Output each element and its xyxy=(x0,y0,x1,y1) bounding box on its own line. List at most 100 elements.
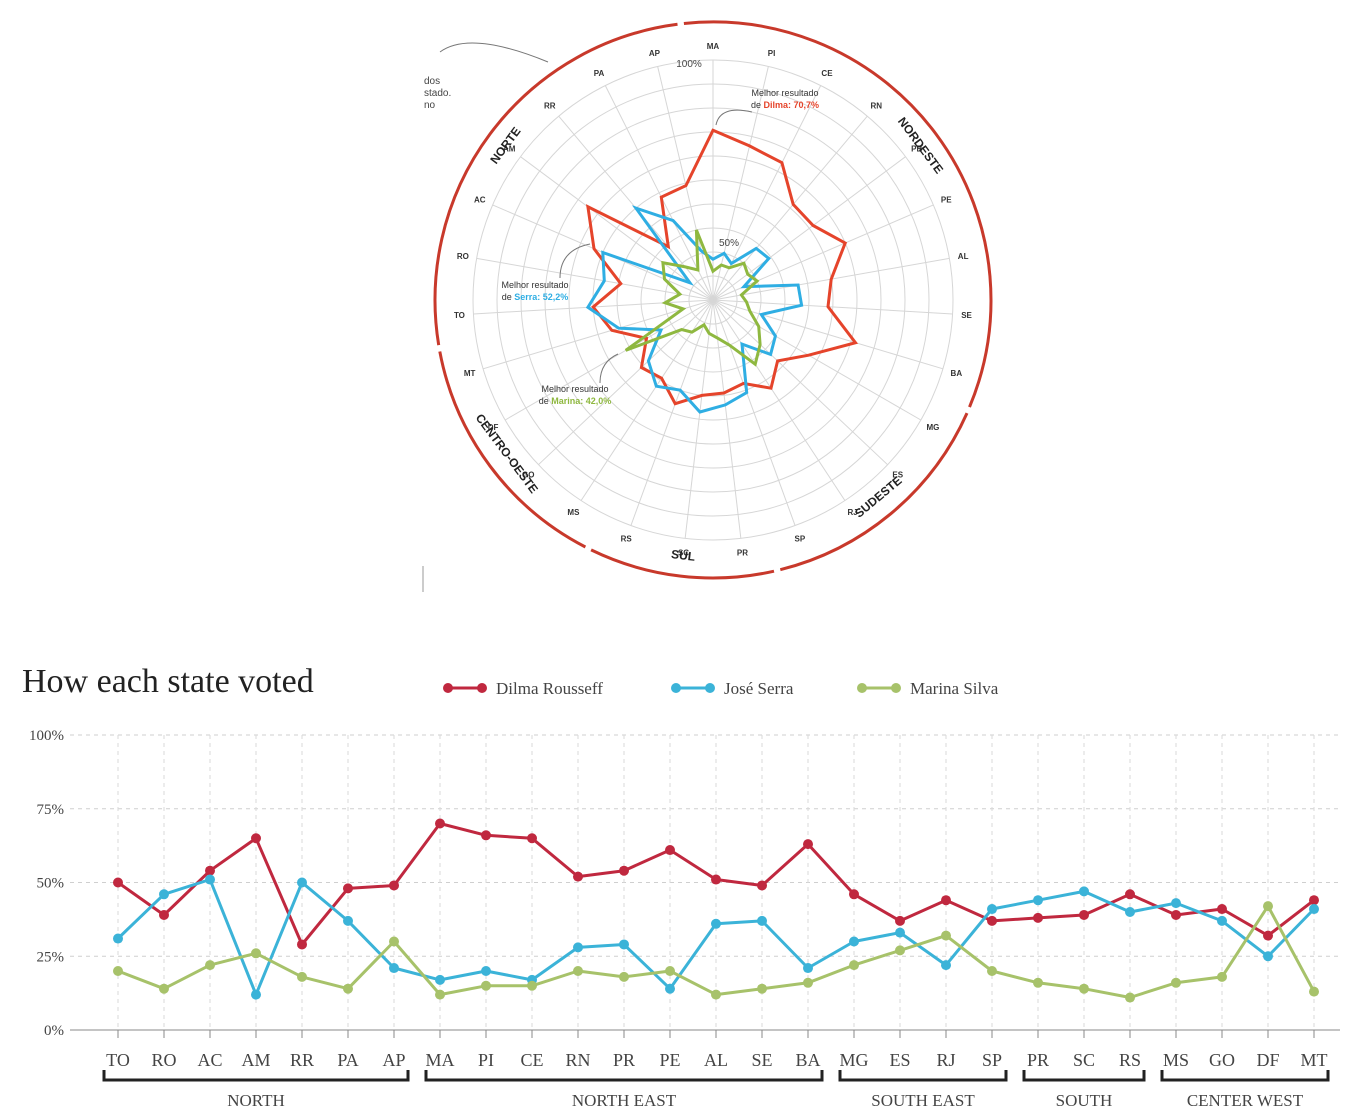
data-point-serra xyxy=(987,904,997,915)
x-tick-label: RO xyxy=(151,1050,176,1070)
radar-axis-label: AC xyxy=(474,195,486,204)
data-point-dilma xyxy=(435,818,445,829)
radar-spoke xyxy=(712,299,888,466)
x-tick-label: DF xyxy=(1256,1050,1279,1070)
data-point-serra xyxy=(803,963,813,974)
radar-axis-label: SP xyxy=(795,535,806,544)
radar-axis-label: MT xyxy=(464,369,476,378)
data-point-serra xyxy=(481,966,491,976)
annotation-prefix: de xyxy=(751,100,764,110)
data-point-serra xyxy=(895,927,905,938)
annotation-line1: Melhor resultado xyxy=(541,384,608,394)
x-tick-label: GO xyxy=(1209,1050,1235,1070)
data-point-dilma xyxy=(665,845,675,856)
data-point-serra xyxy=(1263,951,1273,962)
radar-axis-label: RS xyxy=(621,535,633,544)
legend-label: Dilma Rousseff xyxy=(496,679,603,698)
annotation-value: 70,7% xyxy=(794,100,820,110)
radar-axis-label: AL xyxy=(958,252,969,261)
radar-spoke xyxy=(520,156,714,301)
data-point-marina xyxy=(297,971,307,982)
annotation-leader xyxy=(715,109,753,126)
data-point-marina xyxy=(803,977,813,988)
radar-axis-label: AP xyxy=(649,49,661,58)
radar-spoke xyxy=(712,66,769,301)
annotation-line1: Melhor resultado xyxy=(501,280,568,290)
radar-axis-label: PR xyxy=(737,548,748,557)
data-point-serra xyxy=(941,960,951,971)
data-point-serra xyxy=(665,983,675,994)
radar-axis-label: CE xyxy=(821,69,833,78)
data-point-marina xyxy=(1171,977,1181,988)
radar-axis-label: BA xyxy=(951,369,963,378)
data-point-serra xyxy=(435,974,445,985)
data-point-dilma xyxy=(1263,930,1273,941)
region-arc xyxy=(433,22,678,346)
data-point-marina xyxy=(527,980,537,991)
data-point-dilma xyxy=(987,915,997,926)
y-tick-label: 0% xyxy=(44,1023,64,1039)
radar-spoke xyxy=(712,299,953,315)
group-bracket xyxy=(102,1070,410,1082)
legend-swatch-dot xyxy=(857,683,867,693)
radar-axis-label: MG xyxy=(927,423,940,432)
x-tick-label: MA xyxy=(425,1050,454,1070)
radar-spoke xyxy=(604,85,714,301)
group-label: NORTH xyxy=(227,1091,285,1110)
region-arc xyxy=(779,412,969,572)
data-point-serra xyxy=(1125,907,1135,917)
group-bracket xyxy=(1160,1070,1330,1082)
data-point-marina xyxy=(987,966,997,976)
data-point-marina xyxy=(113,966,123,976)
radar-axis-label: SC xyxy=(678,548,689,557)
cut-note-text: stado. xyxy=(424,88,451,99)
data-point-serra xyxy=(205,874,215,885)
radar-axis-label: ES xyxy=(892,470,903,479)
annotation-name: Marina: xyxy=(551,396,586,406)
y-tick-label: 75% xyxy=(37,802,65,818)
data-point-serra xyxy=(297,877,307,888)
annotation-line2: de Marina: 42,0% xyxy=(539,396,612,406)
x-tick-label: AM xyxy=(241,1050,270,1070)
annotation-name: Dilma: xyxy=(763,100,793,110)
cut-note-leader xyxy=(439,42,549,63)
x-tick-label: RN xyxy=(565,1050,590,1070)
data-point-marina xyxy=(1079,983,1089,994)
radar-spoke xyxy=(712,156,906,301)
region-arc xyxy=(590,548,775,580)
x-tick-label: MG xyxy=(839,1050,868,1070)
data-point-marina xyxy=(849,960,859,971)
data-point-dilma xyxy=(113,877,123,888)
data-point-marina xyxy=(1263,901,1273,912)
legend-swatch-dot xyxy=(477,683,487,693)
x-tick-label: SP xyxy=(982,1050,1002,1070)
data-point-dilma xyxy=(159,909,169,920)
data-point-marina xyxy=(619,971,629,982)
region-label: SUL xyxy=(670,547,695,564)
region-arc xyxy=(683,20,993,408)
radar-spoke xyxy=(712,299,922,421)
x-tick-label: TO xyxy=(106,1050,130,1070)
data-point-marina xyxy=(1309,986,1319,997)
legend-swatch-dot xyxy=(705,683,715,693)
x-tick-label: BA xyxy=(795,1050,820,1070)
radar-spoke xyxy=(684,299,714,539)
annotation-value: 42,0% xyxy=(586,396,612,406)
data-point-dilma xyxy=(205,865,215,876)
data-point-dilma xyxy=(1309,895,1319,906)
data-point-dilma xyxy=(251,833,261,844)
data-point-dilma xyxy=(573,871,583,882)
x-tick-label: PR xyxy=(1027,1050,1049,1070)
data-point-marina xyxy=(1217,971,1227,982)
legend-swatch-dot xyxy=(891,683,901,693)
data-point-serra xyxy=(711,918,721,929)
x-tick-label: MT xyxy=(1301,1050,1328,1070)
data-point-serra xyxy=(1309,904,1319,915)
data-point-dilma xyxy=(1125,889,1135,900)
region-arc xyxy=(438,351,587,549)
annotation-value: 52,2% xyxy=(543,292,569,302)
x-tick-label: ES xyxy=(889,1050,910,1070)
radar-ring-label: 50% xyxy=(719,238,739,249)
x-tick-label: PE xyxy=(659,1050,680,1070)
